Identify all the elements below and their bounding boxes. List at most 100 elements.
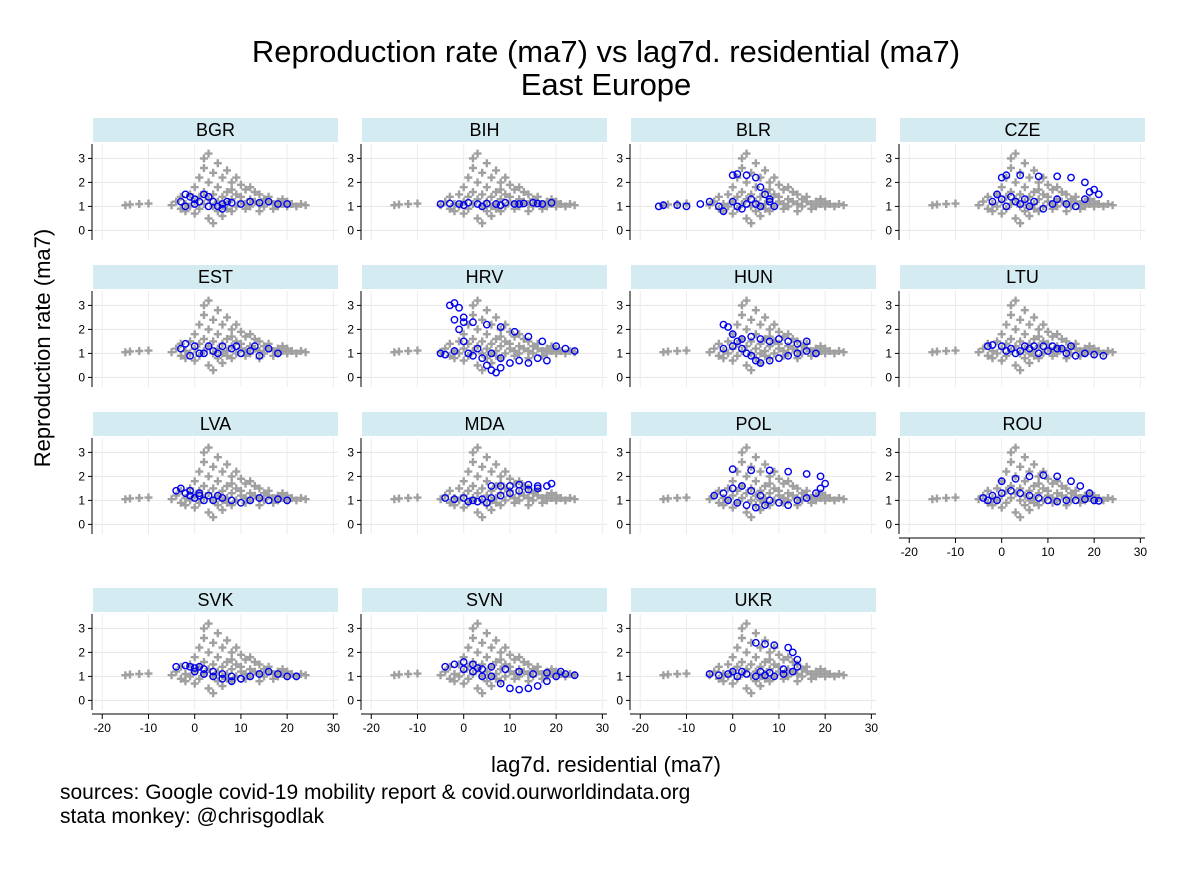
background-point [788,482,797,490]
background-point [278,195,287,204]
highlight-point [496,323,505,331]
background-point [714,662,723,671]
background-point [487,173,496,182]
background-point [204,619,213,628]
background-point [283,667,292,676]
background-point [482,653,491,662]
highlight-point [455,325,463,334]
highlight-point [441,662,450,671]
highlight-point [186,662,194,671]
background-point [1034,489,1043,498]
background-point [255,501,264,510]
background-point [1020,330,1029,339]
highlight-point [543,668,551,677]
background-point [283,344,292,353]
background-point [742,508,751,517]
x-tick-label: 0 [998,545,1005,559]
background-point [561,349,570,358]
background-point [1090,197,1099,206]
background-point [218,467,227,476]
background-point [144,669,153,678]
background-point [1030,335,1039,343]
highlight-point [1048,200,1057,208]
background-point [278,665,287,674]
background-point [478,315,487,324]
highlight-point [654,202,663,211]
highlight-point [441,350,450,359]
highlight-point [190,200,199,208]
highlight-point [724,496,732,505]
background-point [533,662,542,671]
highlight-point [747,332,756,341]
highlight-point [186,351,194,360]
highlight-point [765,197,774,206]
background-point [492,482,501,490]
background-point [218,212,227,220]
background-point [765,501,774,510]
background-point [232,173,241,182]
highlight-point [751,638,760,647]
highlight-point [195,662,204,671]
background-point [478,219,487,228]
highlight-point [775,335,783,343]
y-tick-label: 1 [885,199,892,213]
background-point [519,658,528,666]
background-point [459,653,468,662]
background-point [770,467,779,476]
background-point [515,496,524,505]
background-point [524,190,533,199]
background-point [199,164,208,172]
background-point [455,190,464,199]
highlight-point [455,200,463,208]
background-point [825,494,834,502]
panel-title: EST [198,267,233,287]
y-tick-label: 3 [347,151,354,165]
background-point [542,349,551,358]
background-point [524,207,533,216]
background-point [747,638,756,647]
background-point [181,207,190,216]
y-tick-label: 3 [347,298,354,312]
background-point [756,662,765,671]
background-point [190,330,199,339]
highlight-point [765,356,774,365]
background-point [413,493,422,502]
background-point [733,320,742,329]
highlight-point [232,342,241,351]
background-point [737,164,746,172]
background-point [1048,332,1057,341]
background-point [260,202,269,211]
x-tick-label: -20 [94,721,112,735]
background-point [742,149,751,158]
background-point [468,624,477,633]
highlight-point [556,667,565,676]
highlight-point [793,349,802,358]
background-point [255,660,264,669]
background-point [988,501,997,510]
background-point [756,496,765,505]
background-point [487,192,496,201]
background-point [209,337,218,346]
background-point [227,501,236,510]
background-point [301,495,310,504]
background-point [1020,159,1029,168]
highlight-point [533,482,542,490]
highlight-point [738,482,746,490]
background-point [825,670,834,678]
highlight-point [469,496,477,505]
background-point [195,320,204,329]
background-point [487,682,496,690]
background-point [473,489,482,498]
highlight-point [765,668,774,677]
highlight-point [176,197,185,206]
panel-mda: MDA 0 1 2 3 [347,412,607,534]
background-point [737,624,746,633]
highlight-point [775,354,783,363]
background-point [728,491,737,500]
background-point [839,495,848,504]
background-point [199,634,208,642]
background-point [478,689,487,698]
background-point [1053,489,1062,498]
background-point [209,689,218,698]
y-tick-label: 3 [885,445,892,459]
